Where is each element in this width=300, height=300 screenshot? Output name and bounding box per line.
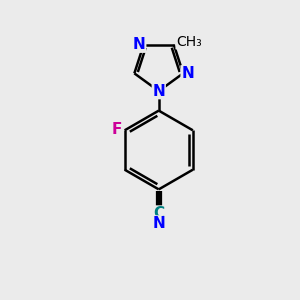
Text: C: C [153, 206, 164, 221]
Text: F: F [111, 122, 122, 137]
Text: N: N [152, 216, 165, 231]
Text: CH₃: CH₃ [176, 35, 202, 49]
Text: N: N [133, 37, 146, 52]
Text: N: N [181, 66, 194, 81]
Text: N: N [152, 84, 165, 99]
